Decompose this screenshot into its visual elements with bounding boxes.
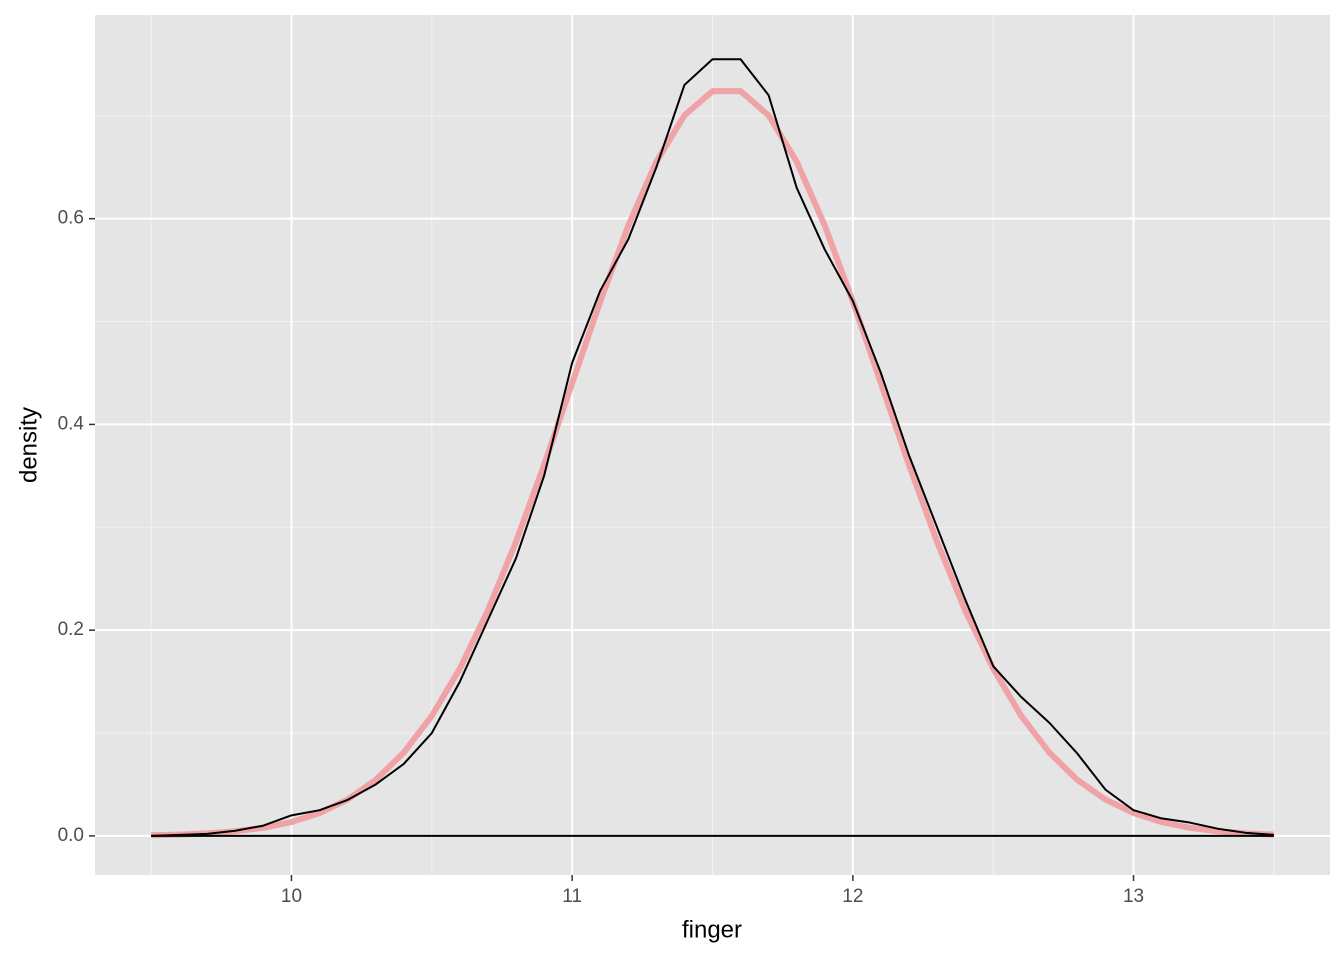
y-tick-label: 0.4 (58, 413, 85, 434)
x-tick-label: 11 (562, 886, 582, 907)
y-tick-label: 0.0 (58, 825, 84, 846)
y-axis-title: density (15, 407, 42, 483)
x-tick-label: 12 (842, 886, 863, 907)
x-tick-label: 13 (1123, 886, 1144, 907)
y-tick-label: 0.2 (58, 619, 84, 640)
x-tick-label: 10 (281, 886, 302, 907)
x-axis-title: finger (682, 916, 742, 943)
density-line (151, 58, 1274, 837)
y-tick-label: 0.6 (58, 208, 84, 229)
